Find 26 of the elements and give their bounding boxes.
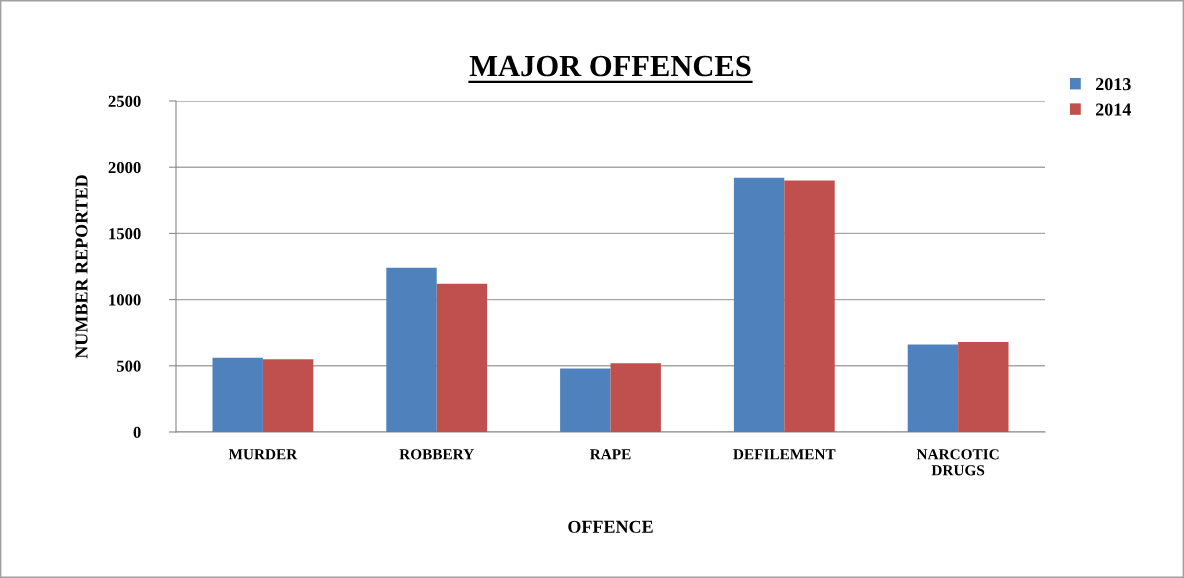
bar: [262, 359, 314, 432]
x-tick-label: NARCOTIC DRUGS: [916, 449, 999, 476]
bar: [386, 267, 437, 432]
x-tick-label: MURDER: [228, 449, 298, 460]
x-tick-label: RAPE: [589, 449, 631, 460]
bar: [907, 344, 959, 432]
y-axis-title: NUMBER REPORTED: [75, 175, 88, 359]
y-tick-label: 0: [133, 426, 141, 438]
y-tick-label: 1500: [109, 228, 141, 240]
bar: [436, 283, 488, 432]
x-tick-label: ROBBERY: [399, 449, 474, 460]
y-tick-label: 500: [116, 360, 141, 372]
x-axis-title: OFFENCE: [568, 520, 653, 533]
bar: [610, 363, 661, 432]
legend-label: 2013: [1095, 78, 1131, 91]
y-tick-label: 1000: [109, 294, 141, 306]
bar: [784, 180, 835, 432]
bar: [212, 357, 263, 432]
bar: [560, 368, 611, 432]
bar: [958, 341, 1009, 432]
x-tick-label: DEFILEMENT: [733, 449, 836, 460]
bar: [733, 177, 785, 432]
y-tick-label: 2000: [108, 161, 141, 174]
legend-label: 2014: [1095, 103, 1131, 116]
y-tick-label: 2500: [108, 95, 141, 107]
chart-title: MAJOR OFFENCES: [469, 55, 751, 77]
